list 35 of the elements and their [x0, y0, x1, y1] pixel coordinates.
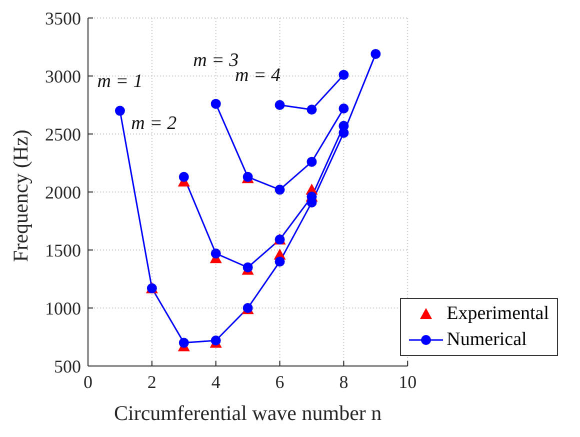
- point: [338, 103, 349, 114]
- y-tick-label: 2500: [45, 124, 81, 144]
- y-tick-label: 1500: [45, 240, 81, 260]
- point: [370, 48, 381, 59]
- x-axis-title: Circumferential wave number n: [114, 401, 382, 425]
- point: [242, 262, 253, 272]
- legend-label: Numerical: [446, 329, 527, 351]
- point: [178, 172, 189, 182]
- y-tick-label: 500: [54, 356, 81, 376]
- point: [210, 335, 221, 346]
- x-tick-label: 0: [84, 372, 92, 392]
- point: [210, 248, 221, 258]
- x-tick-label: 6: [275, 372, 284, 392]
- x-tick-label: 8: [339, 372, 348, 392]
- point: [178, 338, 189, 348]
- y-tick-label: 3500: [45, 8, 81, 28]
- annotation: m = 2: [131, 112, 178, 134]
- x-tick-label: 4: [211, 372, 220, 392]
- x-tick-label: 10: [398, 372, 417, 392]
- point: [338, 70, 349, 80]
- point: [306, 104, 317, 115]
- point: [274, 256, 285, 267]
- point: [210, 98, 221, 109]
- y-axis-title: Frequency (Hz): [8, 130, 32, 262]
- x-tick-label: 2: [147, 372, 156, 392]
- y-tick-label: 1000: [45, 298, 81, 318]
- annotation: m = 1: [97, 70, 143, 92]
- legend-label: Experimental: [446, 303, 549, 325]
- point: [306, 156, 317, 167]
- point: [274, 100, 285, 110]
- y-tick-label: 2000: [45, 182, 81, 202]
- point: [338, 120, 349, 131]
- point: [114, 106, 125, 116]
- point: [274, 184, 285, 195]
- y-tick-label: 3000: [45, 66, 81, 86]
